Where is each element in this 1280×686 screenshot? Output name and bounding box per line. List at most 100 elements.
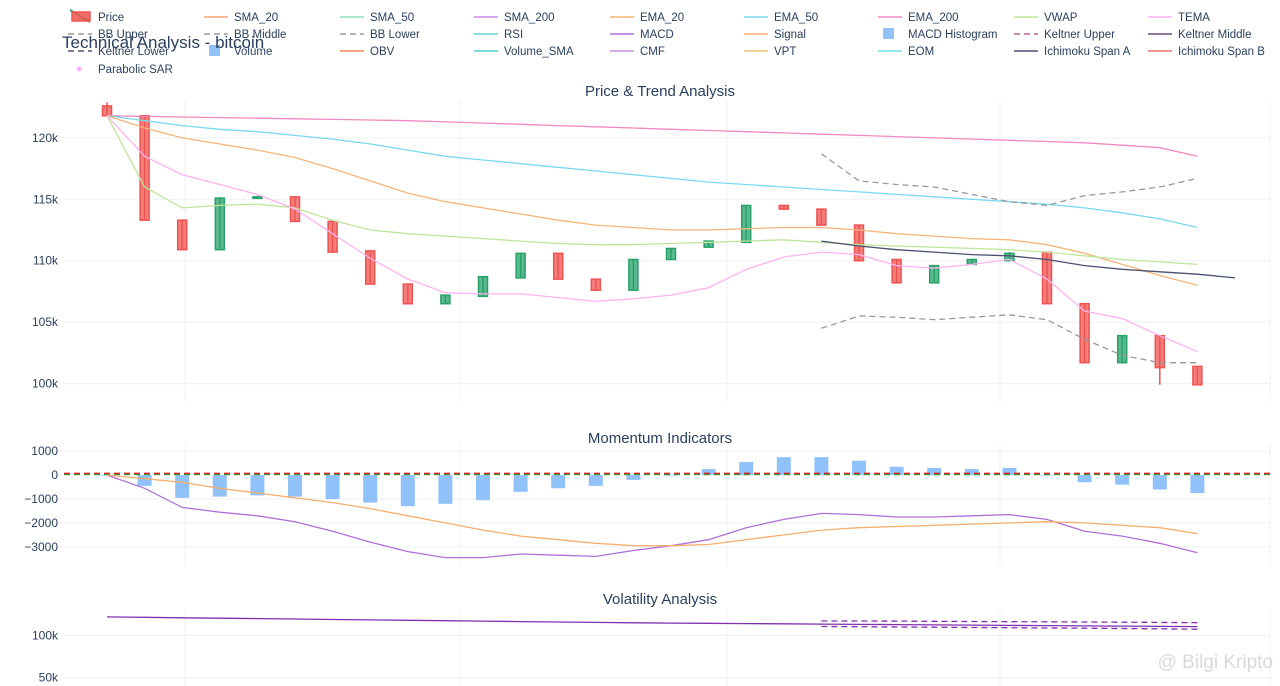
y-tick-label: −2000: [24, 516, 58, 530]
candle: [402, 283, 414, 305]
legend-item: MACD: [610, 29, 674, 41]
candle: [252, 195, 263, 200]
panel-title: Momentum Indicators: [588, 430, 732, 447]
legend-item: EMA_200: [878, 12, 959, 24]
candle-body: [515, 252, 526, 279]
histogram-bar: [1002, 467, 1017, 476]
y-tick-label: 115k: [33, 192, 59, 206]
candle: [628, 258, 639, 291]
candle-body: [176, 219, 188, 251]
histogram-bar: [889, 466, 904, 476]
legend-label: SMA_50: [370, 12, 414, 24]
histogram-bar: [476, 475, 490, 501]
legend-swatch: [883, 28, 894, 39]
candle-body: [402, 283, 414, 305]
legend-label: Ichimoku Span A: [1044, 46, 1131, 58]
legend-label: TEMA: [1178, 12, 1210, 24]
legend-item: Volume_SMA: [474, 46, 574, 58]
legend-label: BB Upper: [98, 29, 148, 41]
y-tick-label: −3000: [24, 540, 58, 554]
candle-body: [101, 105, 113, 117]
candle-body: [1079, 302, 1090, 364]
legend-label: RSI: [504, 29, 523, 41]
series-line: [821, 620, 1198, 624]
legend-label: Ichimoku Span B: [1178, 46, 1265, 58]
candle-body: [853, 224, 865, 262]
candle: [1079, 302, 1090, 364]
histogram-bar: [964, 469, 979, 476]
legend-label: Keltner Middle: [1178, 29, 1252, 41]
legend-label: BB Lower: [370, 29, 420, 41]
legend-label: Parabolic SAR: [98, 64, 173, 76]
candle: [440, 294, 451, 305]
histogram-bar: [137, 475, 152, 486]
watermark: @ Bilgi Kripto: [1158, 652, 1273, 673]
histogram-bar: [1115, 475, 1130, 485]
legend-item: Price: [69, 9, 124, 24]
histogram-bar: [551, 475, 566, 489]
legend-item: Volume: [209, 45, 272, 58]
candle-body: [327, 220, 338, 253]
legend-item: Keltner Middle: [1148, 29, 1252, 41]
candle-body: [477, 275, 489, 298]
candle-body: [552, 252, 564, 280]
legend-label: OBV: [370, 46, 395, 58]
legend-item: BB Lower: [340, 29, 420, 41]
candle-body: [778, 204, 790, 210]
panel-title: Price & Trend Analysis: [585, 83, 735, 100]
legend-item: Keltner Lower: [68, 46, 169, 58]
y-tick-label: 120k: [32, 131, 59, 145]
histogram-bar: [1040, 475, 1054, 476]
y-tick-label: 1000: [31, 444, 58, 458]
legend-item: Keltner Upper: [1014, 29, 1115, 41]
legend-label: MACD: [640, 29, 674, 41]
legend-item: TEMA: [1148, 12, 1210, 24]
legend-label: EMA_20: [640, 12, 684, 24]
histogram-bar: [212, 475, 227, 497]
candle: [891, 258, 902, 284]
legend-swatch: [209, 45, 220, 56]
legend-item: SMA_200: [474, 12, 555, 24]
candle-body: [703, 240, 714, 248]
legend-item: VWAP: [1014, 12, 1078, 24]
candle: [515, 252, 526, 279]
legend-item: Signal: [744, 29, 806, 41]
candle: [101, 102, 113, 117]
y-tick-label: −1000: [24, 492, 58, 506]
series-line: [821, 153, 1198, 207]
legend-item: Parabolic SAR: [76, 64, 173, 76]
legend-label: SMA_20: [234, 12, 278, 24]
legend-label: CMF: [640, 46, 665, 58]
panel: −3000 −2000 −1000 0 1000 Momentum Indicators: [24, 430, 1271, 566]
candle-body: [364, 250, 376, 285]
candle-body: [928, 264, 940, 284]
histogram-bar: [739, 461, 754, 476]
legend: Price SMA_20 SMA_50 SMA_200 EMA_20 EMA_50 EMA_…: [68, 9, 1265, 76]
series-line: [106, 115, 1198, 157]
series-line: [106, 474, 1198, 559]
candle-body: [665, 247, 677, 261]
histogram-bar: [626, 475, 641, 480]
legend-item: CMF: [610, 46, 665, 58]
candle-body: [740, 204, 752, 244]
legend-label: Volume: [234, 46, 272, 58]
candle: [327, 220, 338, 253]
legend-label: EOM: [908, 46, 934, 58]
legend-item: Ichimoku Span A: [1014, 46, 1131, 58]
legend-item: SMA_50: [340, 12, 414, 24]
legend-swatch: [76, 66, 82, 72]
histogram-bar: [250, 475, 265, 496]
panel-title: Volatility Analysis: [603, 591, 717, 608]
histogram-bar: [701, 469, 716, 476]
histogram-bar: [438, 475, 453, 504]
legend-item: MACD Histogram: [883, 28, 997, 41]
histogram-bar: [400, 475, 415, 507]
legend-label: EMA_200: [908, 12, 959, 24]
candle: [740, 204, 752, 244]
histogram-bar: [814, 457, 829, 476]
histogram-bar: [325, 475, 340, 500]
series-line: [106, 115, 1198, 353]
y-tick-label: 100k: [32, 377, 59, 391]
candle: [364, 250, 376, 285]
